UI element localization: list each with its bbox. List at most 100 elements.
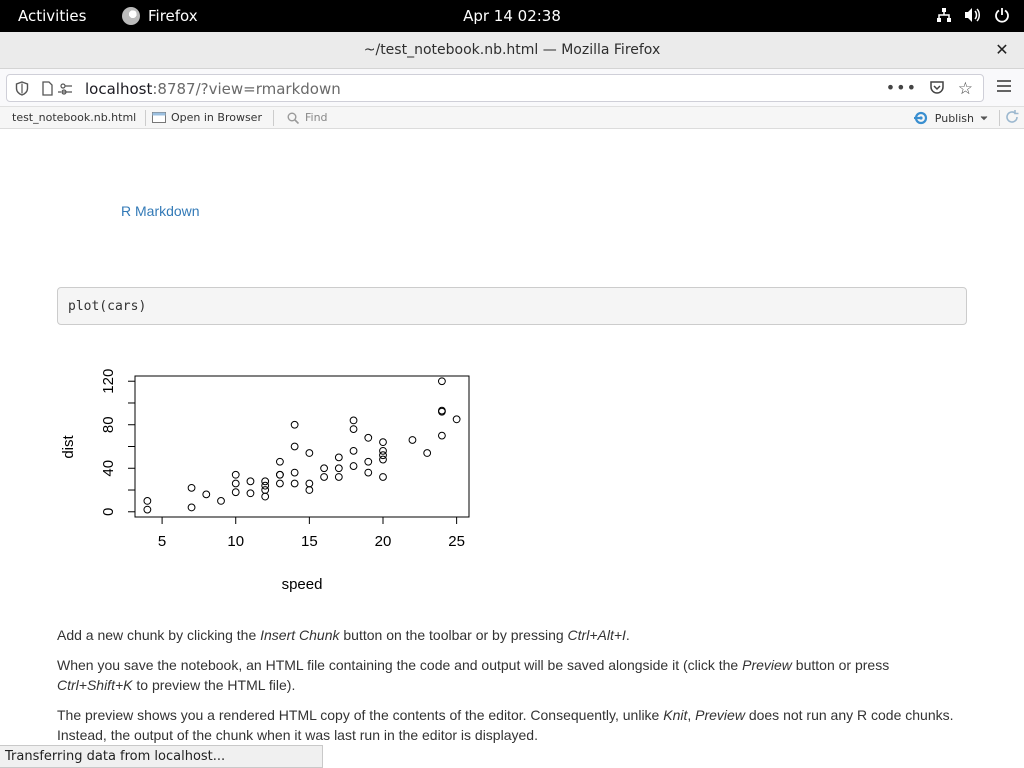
data-point	[379, 451, 387, 460]
data-point	[143, 505, 152, 514]
emphasis-text: Knit	[663, 707, 688, 723]
data-point	[202, 490, 211, 499]
r-markdown-link[interactable]: R Markdown	[121, 203, 200, 219]
window-title: ~/test_notebook.nb.html — Mozilla Firefo…	[363, 42, 661, 58]
paragraph-preview: The preview shows you a rendered HTML co…	[57, 705, 967, 745]
data-point	[231, 470, 240, 479]
find-placeholder: Find	[305, 111, 328, 124]
data-point	[334, 473, 343, 481]
data-point	[334, 453, 343, 462]
paragraph-text: does not run any R code chunks. Instead,…	[57, 707, 954, 743]
publish-label: Publish	[934, 111, 974, 125]
system-tray[interactable]	[936, 7, 1010, 23]
paragraph-text: The preview shows you a rendered HTML co…	[57, 707, 664, 723]
paragraph-text: When you save the notebook, an HTML file…	[57, 657, 743, 673]
window-titlebar: ~/test_notebook.nb.html — Mozilla Firefo…	[0, 32, 1024, 69]
status-bar: Transferring data from localhost...	[0, 745, 323, 768]
hamburger-menu-icon[interactable]	[996, 79, 1012, 93]
data-point	[305, 479, 314, 488]
bookmark-star-icon[interactable]: ☆	[957, 79, 973, 99]
search-icon	[287, 112, 299, 124]
data-point	[364, 468, 373, 477]
y-tick-label: 40	[100, 460, 117, 477]
url-path: :8787/?view=rmarkdown	[152, 80, 341, 98]
app-name: Firefox	[148, 7, 198, 25]
app-menu-firefox[interactable]: Firefox	[122, 7, 198, 25]
data-point	[261, 492, 270, 501]
page-info-icon[interactable]	[41, 81, 75, 96]
toolbar-separator	[273, 110, 274, 126]
data-point	[276, 470, 284, 479]
paragraph-text: Add a new chunk by clicking the	[57, 627, 261, 643]
find-field[interactable]: Find	[287, 111, 328, 124]
data-points	[143, 377, 461, 514]
publish-button[interactable]: Publish	[913, 111, 988, 125]
y-tick-label: 0	[100, 508, 117, 516]
paragraph-insert-chunk: Add a new chunk by clicking the Insert C…	[57, 625, 967, 645]
paragraph-text: ,	[687, 707, 696, 723]
data-point	[438, 431, 446, 440]
data-point	[349, 425, 358, 433]
power-icon	[995, 8, 1009, 23]
x-axis-label: speed	[282, 576, 323, 593]
code-chunk: plot(cars)	[57, 287, 967, 325]
data-point	[349, 462, 358, 470]
data-point	[379, 473, 387, 481]
x-tick-label: 5	[158, 533, 166, 550]
data-point	[261, 477, 270, 486]
data-point	[231, 479, 240, 488]
paragraph-text: to preview the HTML file).	[132, 677, 296, 693]
y-tick-label: 80	[100, 416, 117, 433]
code-text: plot(cars)	[68, 299, 147, 314]
data-point	[320, 473, 328, 481]
data-point	[408, 436, 417, 444]
y-axis-label: dist	[60, 434, 77, 458]
chevron-down-icon	[980, 116, 988, 121]
data-point	[143, 496, 152, 505]
toolbar-separator	[145, 110, 146, 126]
tracking-protection-shield-icon[interactable]	[15, 81, 29, 96]
plot-frame	[134, 375, 470, 518]
data-point	[276, 479, 284, 488]
data-point	[290, 442, 299, 451]
url-host: localhost	[85, 80, 153, 98]
data-point	[187, 483, 196, 492]
url-text[interactable]: localhost:8787/?view=rmarkdown	[85, 80, 341, 98]
notebook-document: R Markdown plot(cars) 5 10 15 20 25 0 40 80 120…	[0, 129, 1024, 768]
notebook-filename: test_notebook.nb.html	[12, 111, 137, 124]
data-point	[379, 438, 387, 447]
publish-icon	[913, 111, 927, 125]
data-point	[349, 446, 358, 455]
browser-window-icon	[152, 112, 166, 123]
data-point	[261, 481, 270, 490]
paragraph-text: button on the toolbar or by pressing	[339, 627, 568, 643]
refresh-icon[interactable]	[1004, 109, 1020, 125]
y-tick-label: 120	[100, 369, 117, 394]
x-axis: 5 10 15 20 25	[158, 516, 465, 550]
firefox-icon	[122, 7, 140, 25]
data-point	[187, 503, 196, 512]
data-point	[349, 416, 358, 425]
open-in-browser-button[interactable]: Open in Browser	[152, 111, 262, 124]
data-point	[334, 464, 343, 473]
x-tick-label: 15	[301, 533, 318, 550]
data-point	[276, 457, 284, 466]
data-point	[438, 377, 446, 386]
data-point	[290, 420, 299, 429]
url-bar[interactable]: localhost:8787/?view=rmarkdown ••• ☆	[6, 74, 984, 102]
x-tick-label: 10	[227, 533, 244, 550]
activities-button[interactable]: Activities	[18, 7, 87, 25]
emphasis-text: Insert Chunk	[260, 627, 340, 643]
clock[interactable]: Apr 14 02:38	[463, 7, 561, 25]
data-point	[379, 446, 387, 455]
page-actions-more-button[interactable]: •••	[885, 78, 917, 97]
emphasis-text: Ctrl+Shift+K	[57, 677, 133, 693]
data-point	[246, 489, 255, 498]
data-point	[364, 433, 373, 442]
data-point	[231, 488, 240, 497]
pocket-icon[interactable]	[929, 80, 945, 96]
close-window-button[interactable]: ✕	[995, 40, 1009, 59]
data-point	[452, 415, 461, 424]
navigation-bar: localhost:8787/?view=rmarkdown ••• ☆	[0, 69, 1024, 107]
paragraph-save-notebook: When you save the notebook, an HTML file…	[57, 655, 967, 695]
